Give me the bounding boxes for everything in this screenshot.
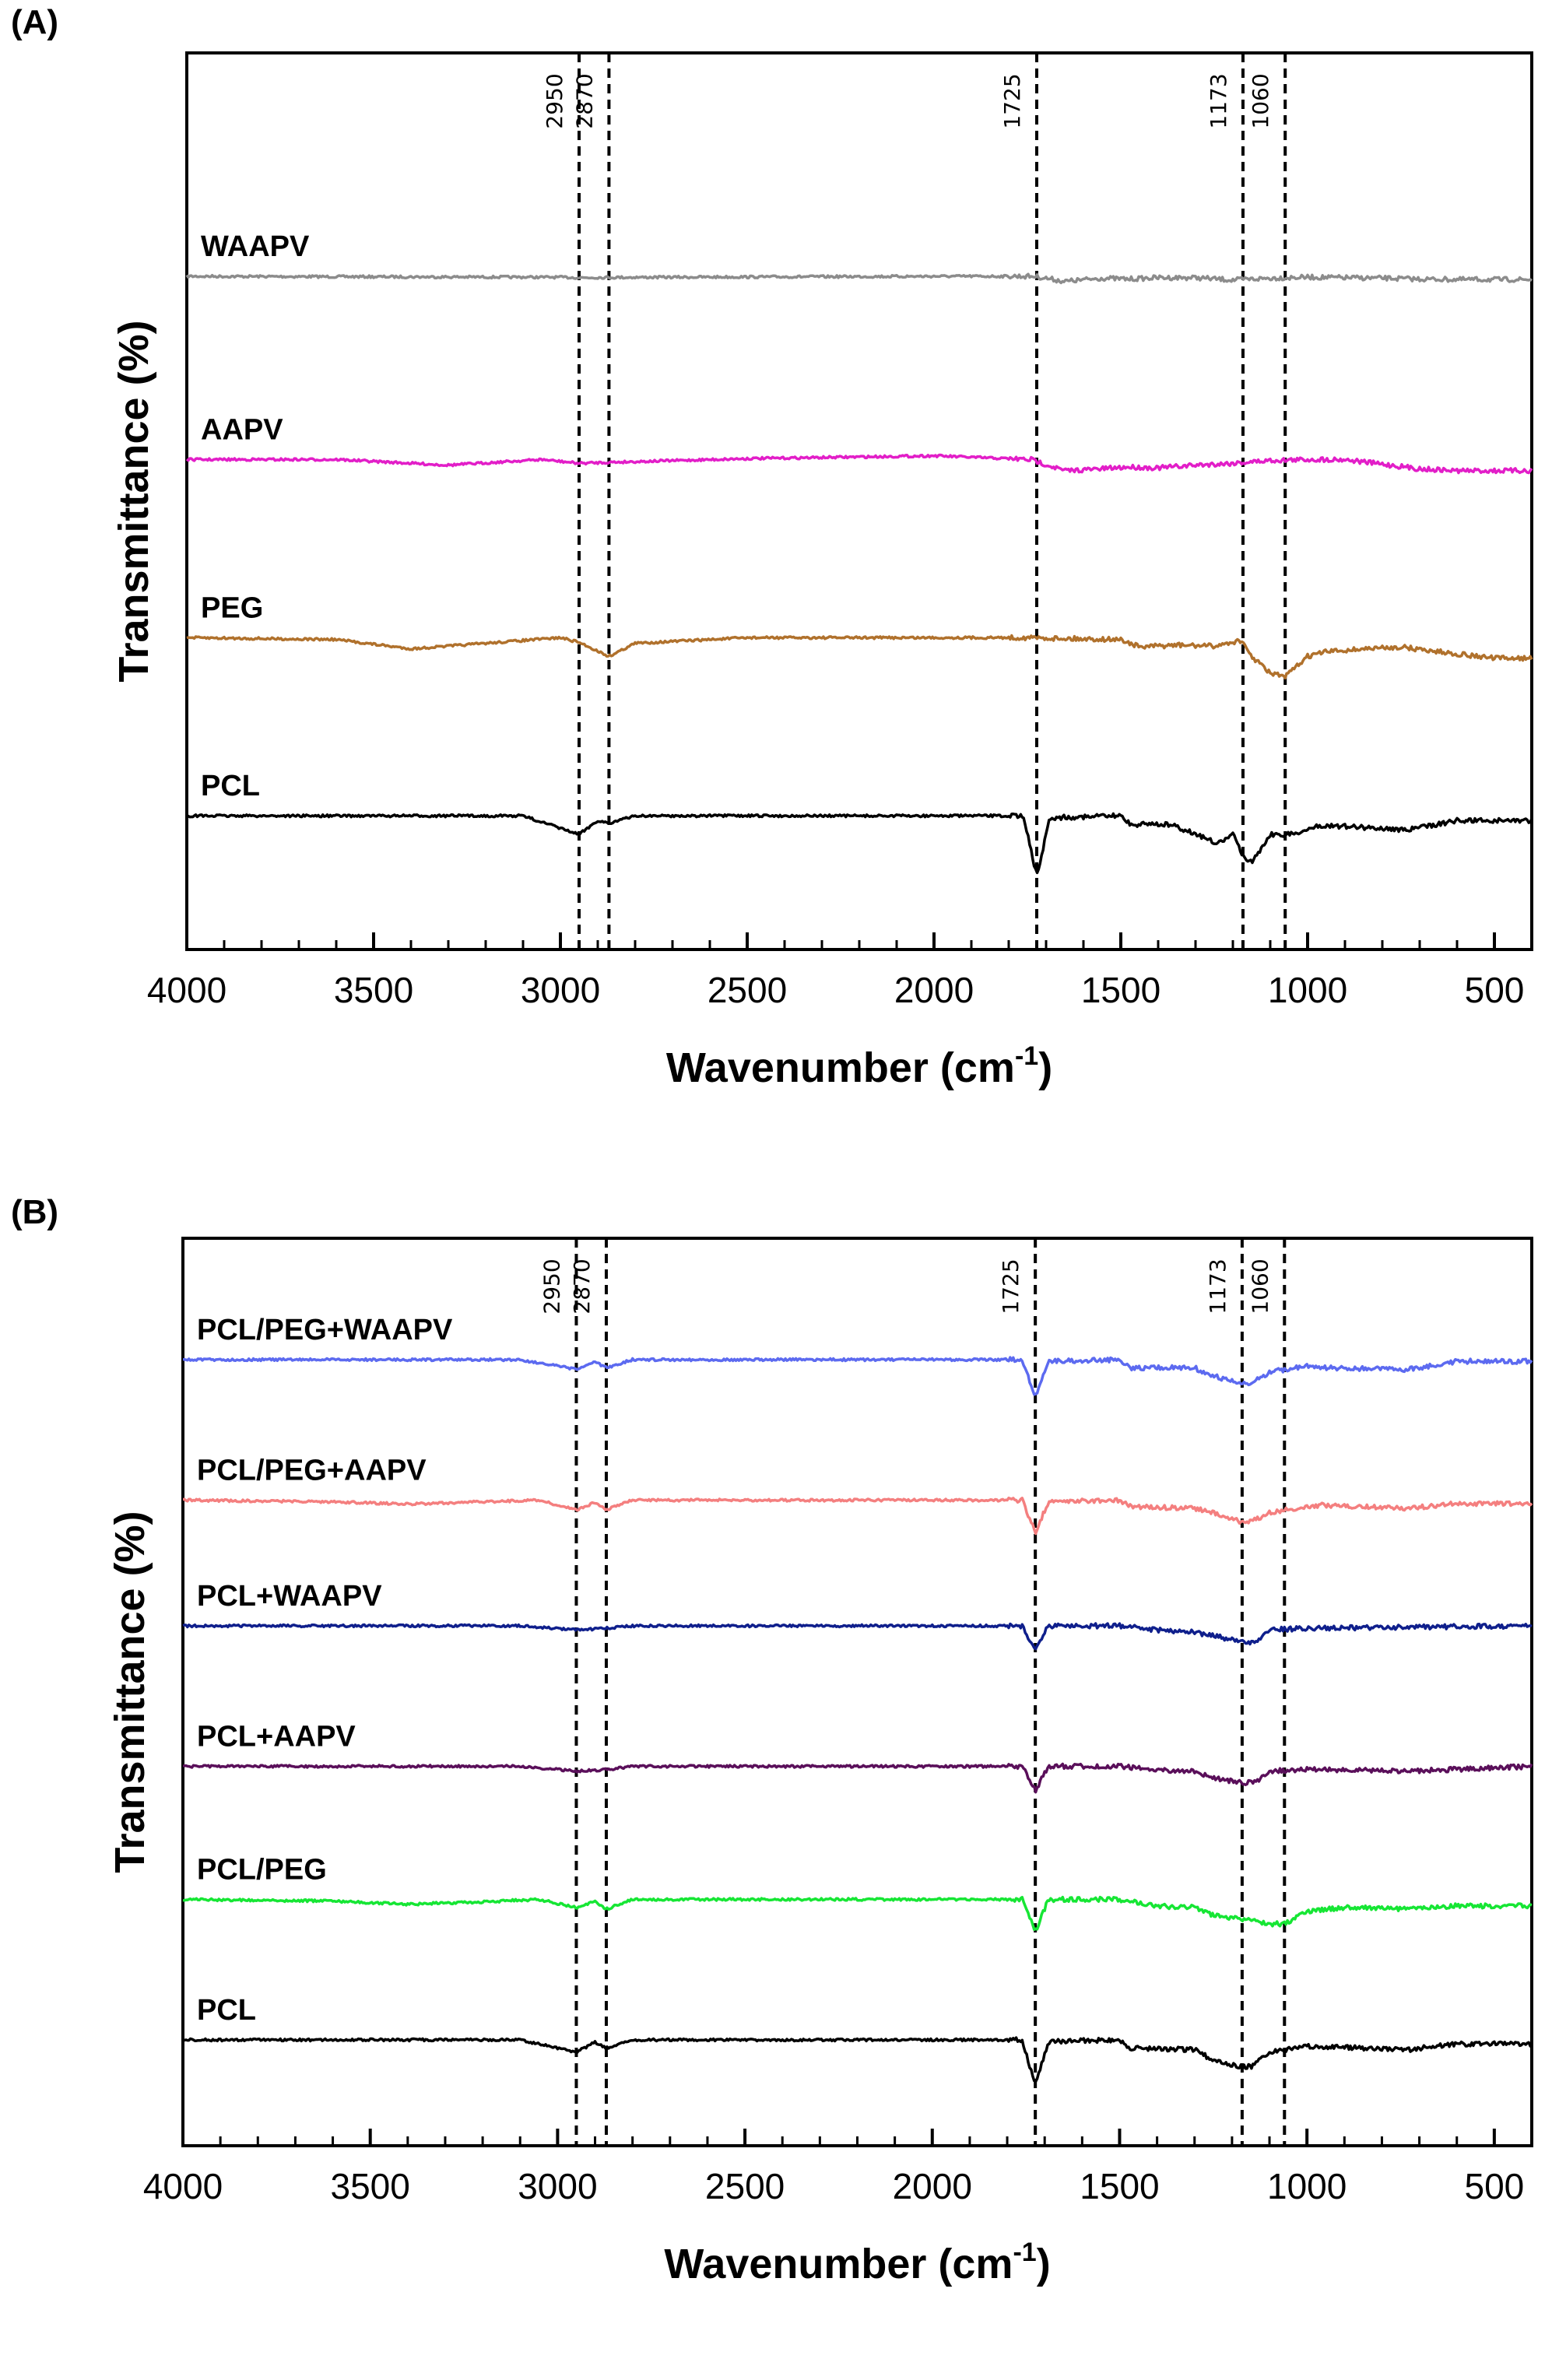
- x-tick-label: 500: [1464, 2166, 1524, 2206]
- x-tick-label: 2000: [894, 970, 974, 1010]
- x-tick-label: 1000: [1267, 2166, 1347, 2206]
- series-label-pcl-aapv: PCL+AAPV: [197, 1721, 356, 1753]
- series-label-pcl-peg: PCL/PEG: [197, 1854, 327, 1887]
- series-line-peg: [186, 634, 1533, 680]
- series-line-pcl-peg-waapv: [182, 1356, 1533, 1396]
- series-line-pcl-aapv: [182, 1762, 1533, 1794]
- x-tick-label: 3000: [521, 970, 600, 1010]
- reference-label-2870: 2870: [569, 1258, 595, 1314]
- reference-label-2950: 2950: [542, 73, 567, 128]
- reference-label-1725: 1725: [999, 73, 1025, 128]
- series-label-aapv: AAPV: [201, 413, 283, 446]
- y-axis-title: Transmittance (%): [111, 320, 157, 682]
- reference-label-1173: 1173: [1205, 1258, 1231, 1314]
- plot-frame: [181, 1237, 1533, 2147]
- x-tick-label: 1500: [1080, 2166, 1159, 2206]
- x-tick-label: 3000: [518, 2166, 597, 2206]
- series-label-peg: PEG: [201, 591, 263, 624]
- series-label-waapv: WAAPV: [201, 230, 310, 263]
- series-line-waapv: [185, 272, 1533, 285]
- x-tick-label: 3500: [331, 2166, 410, 2206]
- series-label-pcl-waapv: PCL+WAAPV: [197, 1580, 382, 1613]
- panel-a-label: (A): [11, 3, 59, 41]
- series-line-pcl: [186, 812, 1533, 875]
- panel-b: (B) 4000 3500 3000 2500 2000 1500 1000 500 Waven…: [0, 1190, 1552, 2380]
- x-axis-title: Wavenumber (cm-1): [666, 1041, 1052, 1091]
- series-line-pcl-peg-aapv: [183, 1496, 1533, 1536]
- x-tick-label: 4000: [143, 2166, 223, 2206]
- series-line-pcl-peg: [182, 1895, 1533, 1931]
- reference-label-1725: 1725: [998, 1258, 1024, 1314]
- x-tick-label: 4000: [147, 970, 226, 1010]
- x-tick-label: 1000: [1268, 970, 1347, 1010]
- reference-label-2870: 2870: [571, 73, 597, 128]
- panel-b-label: (B): [11, 1193, 59, 1231]
- series-label-pcl-peg-aapv: PCL/PEG+AAPV: [197, 1455, 427, 1487]
- reference-label-1173: 1173: [1206, 73, 1231, 128]
- series-label-pcl-peg-waapv: PCL/PEG+WAAPV: [197, 1314, 453, 1346]
- x-tick-label: 2000: [893, 2166, 972, 2206]
- x-tick-label: 1500: [1081, 970, 1160, 1010]
- y-axis-title: Transmittance (%): [107, 1511, 153, 1873]
- series-line-pcl: [182, 2036, 1533, 2083]
- panel-a: (A) 4000 3500 3000 2500 2000 1500 1000 500 Waven…: [11, 3, 1533, 1091]
- chart-b: 4000 3500 3000 2500 2000 1500 1000 500 Wavenumbe…: [107, 1237, 1533, 2287]
- x-tick-label: 500: [1465, 970, 1525, 1010]
- x-tick-label: 2500: [708, 970, 787, 1010]
- series-label-pcl: PCL: [197, 1994, 256, 2027]
- reference-label-1060: 1060: [1248, 73, 1273, 128]
- x-tick-label: 2500: [705, 2166, 785, 2206]
- x-tick-label: 3500: [334, 970, 413, 1010]
- series-line-aapv: [185, 453, 1533, 475]
- chart-a: 4000 3500 3000 2500 2000 1500 1000 500 Wavenumbe…: [111, 51, 1533, 1091]
- series-line-pcl-waapv: [182, 1622, 1533, 1651]
- reference-label-1060: 1060: [1247, 1258, 1273, 1314]
- reference-label-2950: 2950: [539, 1258, 564, 1314]
- series-label-pcl: PCL: [201, 770, 260, 802]
- x-axis-title: Wavenumber (cm-1): [664, 2238, 1050, 2287]
